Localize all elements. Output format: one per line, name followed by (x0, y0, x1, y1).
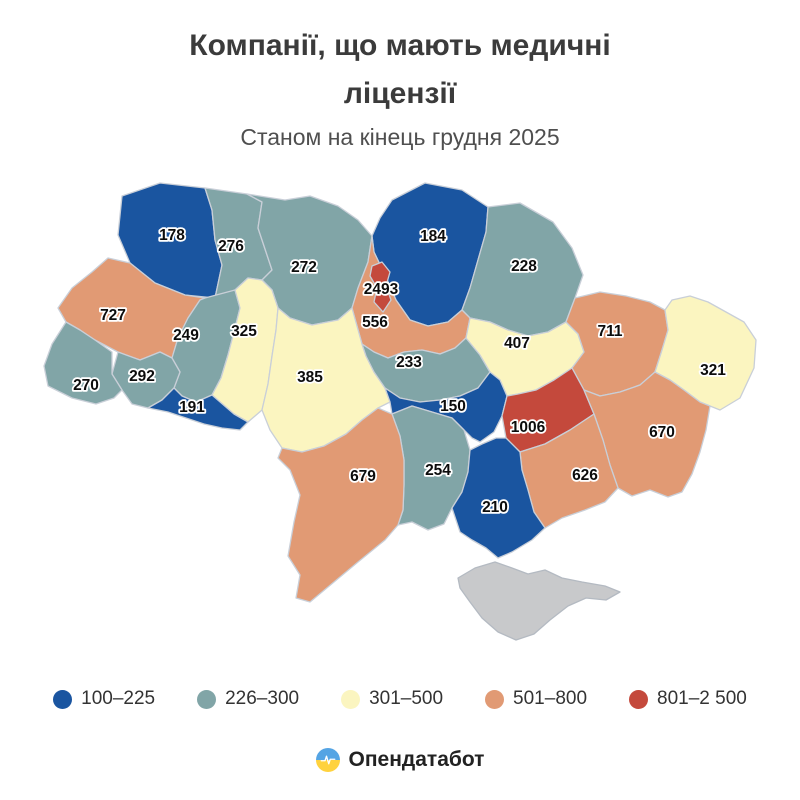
region-value-chernihiv: 184 (420, 228, 446, 245)
legend-label: 100–225 (81, 688, 156, 709)
opendatabot-logo-icon (315, 748, 340, 772)
legend-label: 501–800 (513, 688, 588, 709)
legend-dot-yellow-icon (341, 689, 361, 709)
region-chernivtsi (147, 387, 249, 431)
region-kherson (451, 437, 546, 559)
region-value-khmelnytskyi: 325 (231, 323, 257, 340)
region-value-zakarpattia: 270 (73, 377, 99, 394)
legend-label: 226–300 (225, 688, 300, 709)
legend-item-226-300: 226–300 (197, 688, 299, 710)
legend-item-501-800: 501–800 (485, 688, 587, 710)
page-title: Компанії, що мають медичні ліцензії (189, 29, 611, 110)
header: Компанії, що мають медичні ліцензії Стан… (0, 22, 800, 151)
legend-dot-salmon-icon (485, 689, 505, 709)
region-value-zhytomyr: 272 (291, 259, 317, 276)
region-value-ivano-frankivsk: 292 (129, 368, 155, 385)
region-value-chernivtsi: 191 (179, 399, 205, 416)
legend-dot-teal-icon (197, 689, 217, 709)
region-value-mykolaiv: 254 (425, 462, 451, 479)
region-value-zaporizhzhia: 626 (572, 467, 598, 484)
region-value-kirovohrad: 150 (440, 398, 466, 415)
region-value-lviv: 727 (100, 307, 126, 324)
region-crimea (457, 561, 621, 641)
region-value-luhansk: 321 (700, 362, 726, 379)
region-value-donetsk: 670 (649, 424, 675, 441)
region-value-cherkasy: 233 (396, 354, 422, 371)
region-value-odesa: 679 (350, 468, 376, 485)
region-value-kharkiv: 711 (597, 323, 622, 340)
region-odesa (277, 407, 405, 603)
region-value-vinnytsia: 385 (297, 369, 323, 386)
legend-dot-red-icon (629, 689, 649, 709)
legend-item-100-225: 100–225 (53, 688, 155, 710)
region-value-kyiv-city: 2493 (364, 281, 399, 298)
legend-item-301-500: 301–500 (341, 688, 443, 710)
legend-item-801-2500: 801–2 500 (629, 688, 747, 710)
brand-name: Опендатабот (348, 748, 485, 771)
region-value-dnipropetrovsk: 1006 (511, 419, 546, 436)
region-value-kherson: 210 (482, 499, 508, 516)
region-value-sumy: 228 (511, 258, 537, 275)
region-value-kyiv-oblast: 556 (362, 314, 388, 331)
page-subtitle: Станом на кінець грудня 2025 (240, 124, 560, 150)
legend-dot-blue-icon (53, 689, 73, 709)
legend: 100–225 226–300 301–500 501–800 801–2 50… (0, 688, 800, 710)
region-value-ternopil: 249 (173, 327, 199, 344)
region-kyiv-city (369, 261, 392, 313)
footer: Опендатабот (0, 748, 800, 772)
region-luhansk (654, 295, 757, 411)
legend-label: 301–500 (369, 688, 444, 709)
region-value-rivne: 276 (218, 238, 244, 255)
legend-label: 801–2 500 (657, 688, 747, 709)
region-zakarpattia (43, 321, 123, 405)
region-value-volyn: 178 (159, 227, 185, 244)
region-value-poltava: 407 (504, 335, 530, 352)
